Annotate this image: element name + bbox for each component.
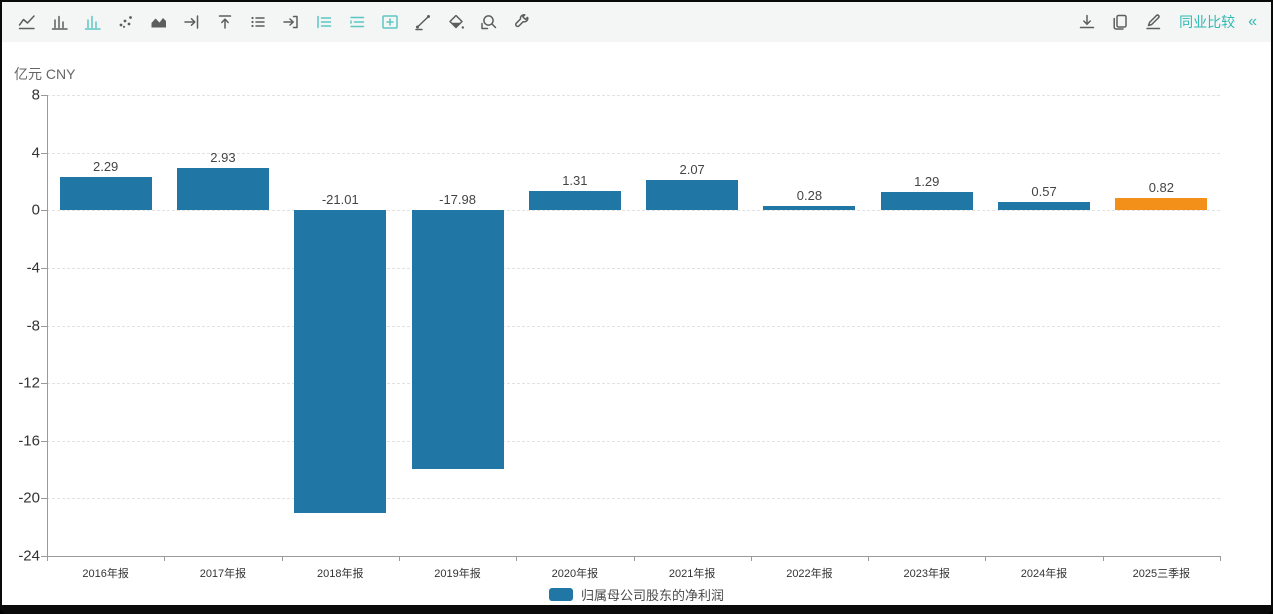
- collapse-panel-icon[interactable]: «: [1248, 13, 1257, 30]
- y-axis-tick: [41, 95, 47, 96]
- bar-value-label: 0.28: [796, 188, 823, 204]
- bar[interactable]: [294, 210, 387, 513]
- column-chart-icon[interactable]: [47, 9, 73, 35]
- dotted-list-icon[interactable]: [245, 9, 271, 35]
- x-axis-tick: [868, 556, 870, 561]
- bar-value-label: -21.01: [321, 192, 359, 208]
- gridline: [47, 210, 1220, 212]
- y-axis-tick-label: -16: [18, 432, 40, 450]
- bar-value-label: 0.57: [1031, 184, 1057, 200]
- x-axis-category-label: 2023年报: [903, 568, 950, 580]
- bar-value-label: 1.29: [914, 173, 940, 189]
- gridline: [47, 498, 1220, 500]
- x-axis-category-label: 2018年报: [317, 568, 364, 580]
- x-axis-tick: [633, 556, 635, 561]
- x-axis-tick: [281, 556, 283, 561]
- list-left-icon[interactable]: [311, 9, 337, 35]
- bar-value-label: 2.07: [679, 162, 705, 178]
- bar[interactable]: [998, 202, 1091, 211]
- x-axis-tick: [47, 556, 48, 561]
- x-axis-tick: [750, 556, 752, 561]
- bar[interactable]: [59, 177, 152, 211]
- y-axis-tick-label: 8: [31, 86, 40, 104]
- y-axis-tick: [41, 210, 47, 212]
- y-axis-tick-label: -12: [18, 374, 40, 392]
- gridline: [47, 152, 1220, 154]
- paint-diamond-icon[interactable]: [443, 9, 469, 35]
- x-axis-category-label: 2019年报: [434, 568, 481, 580]
- column-chart-active-icon[interactable]: [80, 9, 106, 35]
- area-chart-icon[interactable]: [146, 9, 172, 35]
- y-axis-tick: [41, 498, 47, 500]
- toolbar-right-group: 同业比较 «: [1074, 9, 1257, 35]
- gridline: [47, 383, 1220, 385]
- x-axis-tick: [1220, 556, 1221, 561]
- chart-stage: 亿元 CNY 8 4 0 -4 -8 -12 -16 -20 -24 2.29 2016年报 2.93…: [2, 42, 1271, 605]
- arrow-up-to-bar-icon[interactable]: [212, 9, 238, 35]
- gridline: [47, 440, 1220, 442]
- bar[interactable]: [763, 206, 856, 211]
- bar-value-label: 0.82: [1148, 180, 1174, 196]
- bar[interactable]: [880, 191, 973, 211]
- bar-value-label: -17.98: [439, 192, 476, 208]
- bar[interactable]: [411, 210, 504, 470]
- y-axis-line: [47, 95, 48, 556]
- y-axis-tick: [41, 325, 47, 327]
- plus-box-icon[interactable]: [377, 9, 403, 35]
- x-axis-tick: [985, 556, 987, 561]
- y-axis-tick: [41, 152, 47, 154]
- y-axis-tick: [41, 556, 47, 557]
- wrench-icon[interactable]: [509, 9, 535, 35]
- bar[interactable]: [646, 180, 739, 211]
- arrow-right-to-bar-icon[interactable]: [179, 9, 205, 35]
- x-axis-category-label: 2024年报: [1020, 568, 1068, 580]
- y-axis-tick-label: 0: [31, 201, 40, 219]
- y-axis-tick-label: -20: [18, 489, 40, 507]
- y-axis-tick-label: -24: [18, 547, 40, 565]
- x-axis-category-label: 2017年报: [199, 568, 247, 580]
- x-axis-category-label: 2021年报: [668, 568, 716, 580]
- y-axis-tick-label: -4: [26, 259, 40, 277]
- bar[interactable]: [1115, 198, 1208, 211]
- list-indent-icon[interactable]: [344, 9, 370, 35]
- bar[interactable]: [528, 191, 621, 211]
- x-axis-category-label: 2025三季报: [1132, 568, 1191, 580]
- arrow-right-box-icon[interactable]: [278, 9, 304, 35]
- x-axis-category-label: 2016年报: [82, 568, 129, 580]
- gridline: [47, 95, 1220, 96]
- download-icon[interactable]: [1074, 9, 1100, 35]
- y-axis-tick-label: 4: [31, 144, 40, 162]
- gridline: [47, 267, 1220, 269]
- gridline: [47, 325, 1220, 327]
- x-axis-tick: [1102, 556, 1104, 561]
- y-axis-tick: [41, 440, 47, 442]
- y-axis-tick: [41, 383, 47, 385]
- edit-icon[interactable]: [1140, 9, 1166, 35]
- toolbar-left-group: [14, 9, 535, 35]
- x-axis-category-label: 2020年报: [551, 568, 599, 580]
- bar[interactable]: [176, 168, 269, 211]
- x-axis-tick: [164, 556, 166, 561]
- y-axis-tick-label: -8: [26, 317, 40, 334]
- legend-item[interactable]: 归属母公司股东的净利润: [548, 585, 724, 604]
- x-axis-tick: [516, 556, 518, 561]
- legend-label: 归属母公司股东的净利润: [580, 588, 724, 603]
- x-axis-category-label: 2022年报: [786, 568, 833, 580]
- y-axis-tick: [41, 267, 47, 269]
- legend-marker: [548, 588, 573, 601]
- draw-line-icon[interactable]: [410, 9, 436, 35]
- zoom-area-icon[interactable]: [476, 9, 502, 35]
- chart-toolbar: 同业比较 «: [2, 2, 1271, 42]
- peer-comparison-button[interactable]: 同业比较: [1179, 14, 1236, 30]
- copy-icon[interactable]: [1107, 9, 1133, 35]
- line-chart-icon[interactable]: [14, 9, 40, 35]
- scatter-chart-icon[interactable]: [113, 9, 139, 35]
- bar-value-label: 2.93: [210, 150, 236, 166]
- bar-value-label: 2.29: [92, 159, 119, 175]
- x-axis-tick: [398, 556, 400, 561]
- axis-unit-label: 亿元 CNY: [14, 66, 76, 82]
- bar-value-label: 1.31: [562, 173, 588, 189]
- chart-legend: 归属母公司股东的净利润: [2, 585, 1271, 604]
